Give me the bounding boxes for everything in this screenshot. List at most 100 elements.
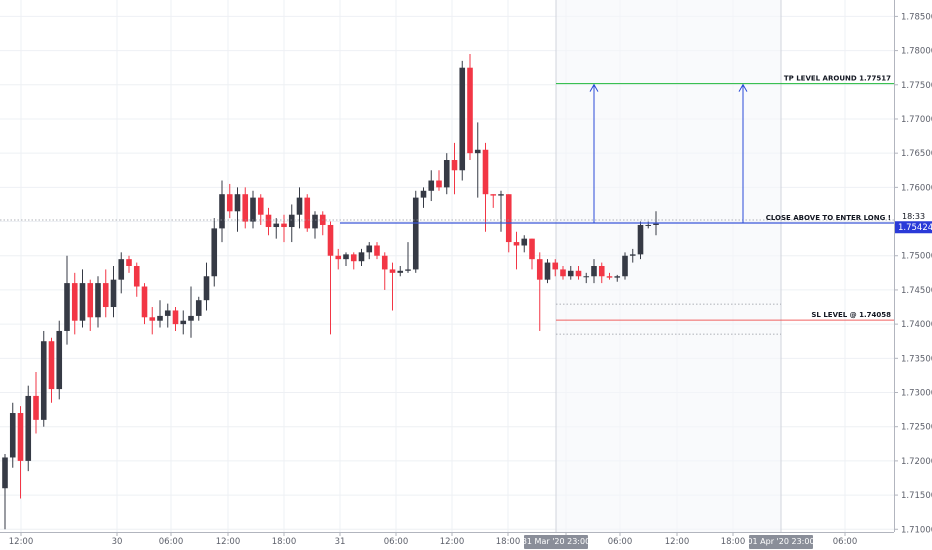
candle[interactable] <box>157 300 163 328</box>
candle[interactable] <box>637 221 644 260</box>
candle[interactable] <box>606 272 613 280</box>
candle[interactable] <box>552 259 559 277</box>
candle-series[interactable] <box>2 54 659 530</box>
price-axis[interactable]: 1.78500 1.78000 1.77500 1.77000 1.76500 1.760… <box>894 0 932 550</box>
candle-body <box>87 283 94 318</box>
candle[interactable] <box>102 269 109 318</box>
candle[interactable] <box>17 406 24 499</box>
candle[interactable] <box>110 266 117 318</box>
candle[interactable] <box>304 194 311 232</box>
candle[interactable] <box>281 214 287 243</box>
candle[interactable] <box>288 204 295 243</box>
candle[interactable] <box>513 231 520 270</box>
candle[interactable] <box>118 252 125 294</box>
candle[interactable] <box>234 187 241 232</box>
candle[interactable] <box>614 274 621 282</box>
candle[interactable] <box>629 248 636 263</box>
candle[interactable] <box>412 190 419 273</box>
candle-body <box>265 214 272 228</box>
candle[interactable] <box>40 330 47 427</box>
candle[interactable] <box>48 337 55 403</box>
candle[interactable] <box>211 218 218 287</box>
candle[interactable] <box>219 180 225 243</box>
candle[interactable] <box>443 153 450 195</box>
candle[interactable] <box>172 307 179 331</box>
candle[interactable] <box>87 279 94 331</box>
candle[interactable] <box>164 303 171 328</box>
candle[interactable] <box>149 307 156 335</box>
arrow-head <box>589 83 599 92</box>
time-tick-label: 18:00 <box>496 537 521 547</box>
candle[interactable] <box>529 238 535 270</box>
candle[interactable] <box>389 262 396 311</box>
candle[interactable] <box>397 266 404 277</box>
candle[interactable] <box>95 276 101 328</box>
candle[interactable] <box>366 242 373 260</box>
candle[interactable] <box>560 266 566 280</box>
candle[interactable] <box>195 296 202 321</box>
candle[interactable] <box>350 252 357 270</box>
candle[interactable] <box>257 194 264 225</box>
candle-body <box>79 283 86 321</box>
candle[interactable] <box>2 454 8 530</box>
candle[interactable] <box>358 248 365 266</box>
candle[interactable] <box>591 259 597 284</box>
candle[interactable] <box>343 252 349 266</box>
candle[interactable] <box>536 252 543 331</box>
candle[interactable] <box>490 194 497 208</box>
candle[interactable] <box>25 385 32 472</box>
target-arrow[interactable] <box>738 83 748 223</box>
candle[interactable] <box>133 262 140 297</box>
candle[interactable] <box>583 272 590 284</box>
candle[interactable] <box>575 266 582 280</box>
candle-body <box>645 224 652 226</box>
candle[interactable] <box>467 54 473 161</box>
candle[interactable] <box>482 142 489 232</box>
candle[interactable] <box>226 183 233 219</box>
candle[interactable] <box>273 218 280 239</box>
candle[interactable] <box>327 221 334 335</box>
candle[interactable] <box>203 262 210 311</box>
candle-body <box>358 252 365 262</box>
candle[interactable] <box>56 320 63 400</box>
candle[interactable] <box>428 170 435 202</box>
candle[interactable] <box>436 170 442 191</box>
candle[interactable] <box>188 286 194 338</box>
candle[interactable] <box>459 60 466 181</box>
candle[interactable] <box>180 310 187 335</box>
candle[interactable] <box>9 402 16 468</box>
candle[interactable] <box>250 190 256 229</box>
candle[interactable] <box>498 190 504 232</box>
candle[interactable] <box>598 262 605 284</box>
candle[interactable] <box>296 187 303 229</box>
range-label-bg <box>749 535 813 549</box>
candle[interactable] <box>405 242 411 273</box>
target-arrows[interactable] <box>589 83 748 223</box>
candle[interactable] <box>335 248 342 270</box>
candle-body <box>188 315 194 321</box>
candle[interactable] <box>420 187 427 208</box>
current-price-tag[interactable]: 18:33 1.75424 <box>895 210 932 234</box>
time-axis[interactable]: 12:003006:0012:0018:003106:0012:0018:00A… <box>0 532 894 550</box>
candle[interactable] <box>242 187 249 229</box>
candle[interactable] <box>374 242 380 260</box>
candle[interactable] <box>71 272 78 335</box>
candle[interactable] <box>474 122 481 198</box>
candle[interactable] <box>312 211 318 239</box>
candle[interactable] <box>567 266 574 280</box>
candle-body <box>102 283 109 308</box>
candle[interactable] <box>79 269 86 328</box>
candle[interactable] <box>64 255 70 345</box>
candle[interactable] <box>381 252 388 290</box>
candle[interactable] <box>265 207 272 236</box>
candle[interactable] <box>451 142 458 195</box>
candle[interactable] <box>521 235 528 253</box>
candle[interactable] <box>126 255 132 273</box>
candle-body <box>126 259 132 266</box>
candle[interactable] <box>141 283 148 325</box>
candle[interactable] <box>33 371 39 434</box>
candle[interactable] <box>622 252 628 280</box>
target-arrow[interactable] <box>589 83 599 223</box>
candle[interactable] <box>544 259 551 284</box>
